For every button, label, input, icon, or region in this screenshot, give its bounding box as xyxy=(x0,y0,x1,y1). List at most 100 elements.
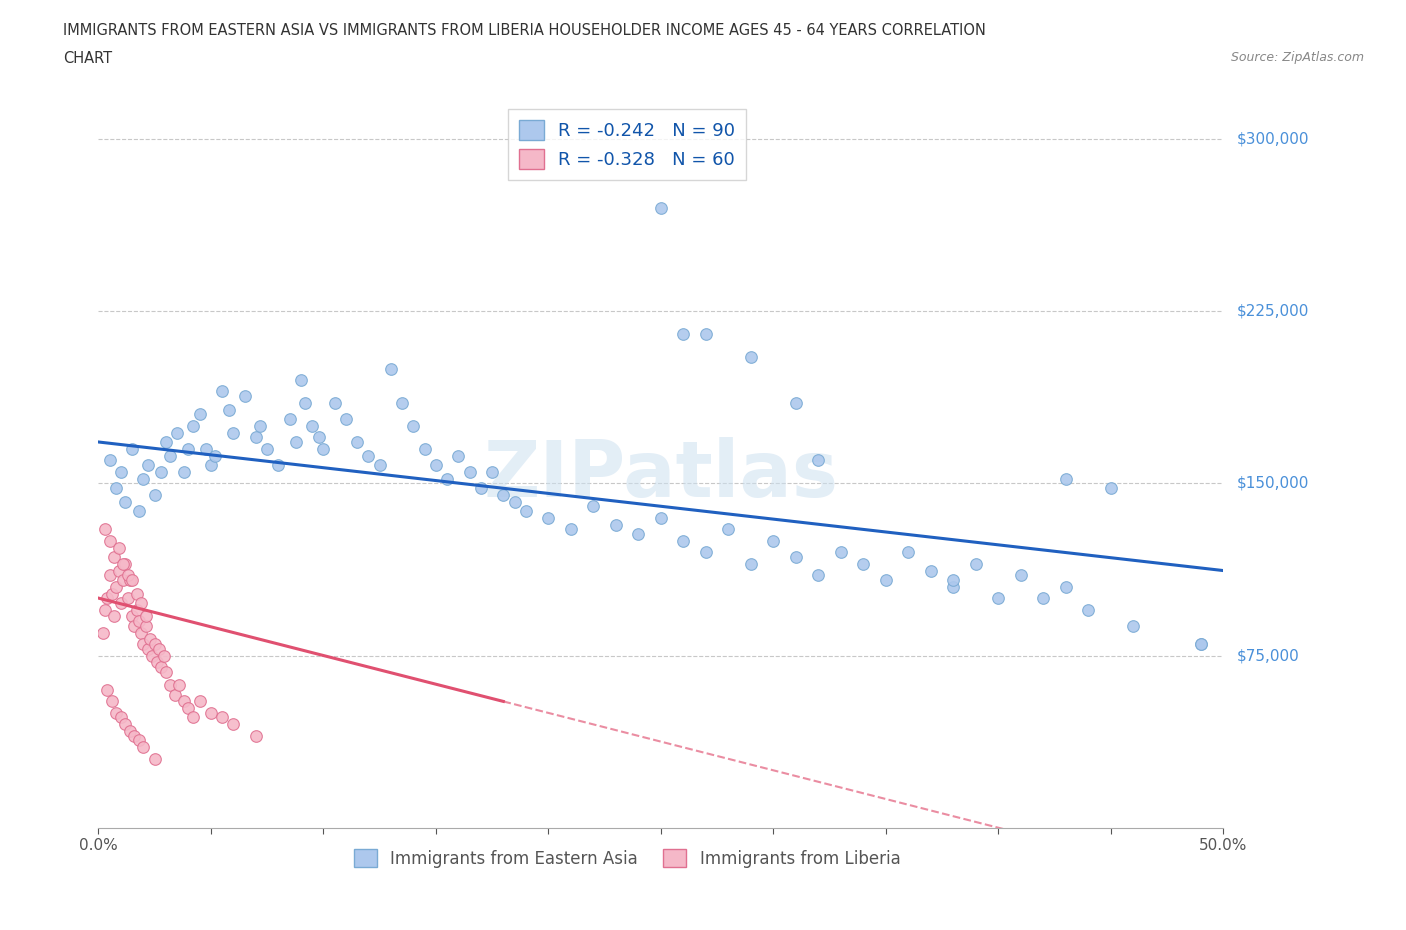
Point xyxy=(233,389,256,404)
Point xyxy=(875,572,897,587)
Point xyxy=(125,586,148,601)
Point xyxy=(256,442,278,457)
Point xyxy=(181,418,204,433)
Point xyxy=(402,418,425,433)
Point xyxy=(96,591,118,605)
Point xyxy=(132,472,155,486)
Point xyxy=(1010,567,1032,582)
Text: $225,000: $225,000 xyxy=(1237,303,1309,319)
Point xyxy=(1032,591,1054,605)
Point xyxy=(181,711,204,725)
Point xyxy=(672,326,695,341)
Point xyxy=(136,641,159,656)
Point xyxy=(143,751,166,766)
Point xyxy=(481,464,503,479)
Point xyxy=(114,556,136,571)
Point xyxy=(285,434,308,449)
Point xyxy=(200,458,222,472)
Point xyxy=(94,602,117,617)
Point xyxy=(146,655,169,670)
Point xyxy=(110,595,132,610)
Point xyxy=(121,442,143,457)
Point xyxy=(785,395,807,410)
Point xyxy=(987,591,1010,605)
Point xyxy=(143,637,166,652)
Point xyxy=(717,522,740,537)
Point xyxy=(177,442,200,457)
Point xyxy=(301,418,323,433)
Point xyxy=(965,556,987,571)
Point xyxy=(1054,472,1077,486)
Point xyxy=(98,567,121,582)
Point xyxy=(830,545,852,560)
Point xyxy=(155,664,177,679)
Point xyxy=(335,412,357,427)
Point xyxy=(222,717,245,732)
Point xyxy=(278,412,301,427)
Point xyxy=(124,618,146,633)
Text: $300,000: $300,000 xyxy=(1237,131,1309,146)
Point xyxy=(211,711,233,725)
Point xyxy=(96,683,118,698)
Point xyxy=(143,487,166,502)
Point xyxy=(173,694,195,709)
Point xyxy=(627,526,650,541)
Point xyxy=(139,632,162,647)
Point xyxy=(308,430,330,445)
Point xyxy=(129,625,152,640)
Point xyxy=(159,448,181,463)
Point xyxy=(447,448,470,463)
Point xyxy=(267,458,290,472)
Point xyxy=(132,740,155,755)
Point xyxy=(169,678,191,693)
Point xyxy=(188,407,211,422)
Point xyxy=(103,550,125,565)
Point xyxy=(1189,637,1212,652)
Point xyxy=(312,442,335,457)
Point xyxy=(942,579,965,594)
Point xyxy=(942,572,965,587)
Point xyxy=(148,641,170,656)
Point xyxy=(159,678,181,693)
Point xyxy=(204,448,226,463)
Point xyxy=(125,602,148,617)
Point xyxy=(141,648,163,663)
Point xyxy=(391,395,413,410)
Point xyxy=(91,625,114,640)
Point xyxy=(582,498,605,513)
Point xyxy=(107,540,129,555)
Point xyxy=(807,567,830,582)
Point xyxy=(650,200,672,215)
Point xyxy=(128,733,150,748)
Point xyxy=(380,361,402,376)
Point xyxy=(560,522,582,537)
Point xyxy=(94,522,117,537)
Point xyxy=(136,458,159,472)
Text: IMMIGRANTS FROM EASTERN ASIA VS IMMIGRANTS FROM LIBERIA HOUSEHOLDER INCOME AGES : IMMIGRANTS FROM EASTERN ASIA VS IMMIGRAN… xyxy=(63,23,986,38)
Point xyxy=(152,648,174,663)
Point xyxy=(124,728,146,743)
Point xyxy=(118,724,141,738)
Point xyxy=(852,556,875,571)
Point xyxy=(492,487,515,502)
Point xyxy=(150,659,173,674)
Point xyxy=(245,728,267,743)
Point xyxy=(807,453,830,468)
Point xyxy=(163,687,186,702)
Point xyxy=(357,448,380,463)
Text: CHART: CHART xyxy=(63,51,112,66)
Point xyxy=(155,434,177,449)
Point xyxy=(121,609,143,624)
Text: $150,000: $150,000 xyxy=(1237,476,1309,491)
Point xyxy=(249,418,271,433)
Point xyxy=(121,572,143,587)
Point xyxy=(897,545,920,560)
Text: $75,000: $75,000 xyxy=(1237,648,1299,663)
Point xyxy=(103,609,125,624)
Point xyxy=(117,567,139,582)
Point xyxy=(112,572,135,587)
Point xyxy=(458,464,481,479)
Point xyxy=(177,701,200,716)
Point xyxy=(436,472,458,486)
Point xyxy=(195,442,218,457)
